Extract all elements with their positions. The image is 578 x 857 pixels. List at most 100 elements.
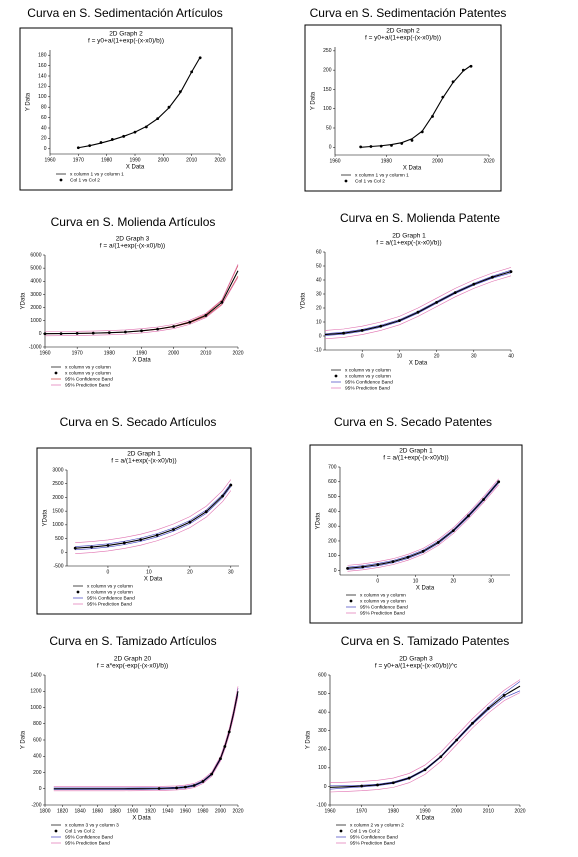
y-tick-label: 2000 bbox=[52, 495, 63, 501]
legend-label: Col 1 vs Col 2 bbox=[65, 828, 95, 834]
y-tick-label: 30 bbox=[316, 291, 322, 297]
x-tick-label: 10 bbox=[146, 569, 152, 575]
x-tick-label: 1970 bbox=[72, 350, 83, 356]
y-tick-label: 400 bbox=[33, 754, 42, 760]
legend-label: x column vs y column bbox=[360, 598, 406, 604]
x-tick-label: 1990 bbox=[419, 808, 430, 814]
data-point bbox=[204, 314, 208, 317]
data-point bbox=[219, 757, 222, 761]
data-point bbox=[502, 694, 506, 697]
panel-heading: Curva en S. Secado Patentes bbox=[334, 415, 492, 429]
data-point bbox=[376, 563, 380, 567]
panel-heading: Curva en S. Tamizado Patentes bbox=[341, 634, 510, 648]
y-tick-label: 300 bbox=[328, 524, 337, 530]
y-axis-label: Y Data bbox=[21, 730, 27, 749]
y-tick-label: 700 bbox=[328, 464, 337, 470]
graph-formula: f = a/(1+exp(-(x-x0)/b)) bbox=[376, 240, 441, 247]
y-tick-label: 6000 bbox=[30, 252, 41, 258]
panel-heading: Curva en S. Molienda Artículos bbox=[51, 215, 216, 229]
x-tick-label: 20 bbox=[451, 578, 457, 584]
graph-title: 2D Graph 3 bbox=[116, 236, 150, 243]
legend-symbol bbox=[59, 178, 63, 182]
band-upper bbox=[329, 679, 521, 784]
data-point bbox=[156, 327, 159, 331]
x-axis-label: X Data bbox=[144, 577, 163, 583]
band-upper bbox=[324, 267, 512, 331]
legend-symbol bbox=[344, 179, 348, 183]
data-point bbox=[124, 330, 127, 334]
data-point bbox=[471, 721, 474, 725]
legend-symbol bbox=[54, 829, 58, 833]
y-tick-label: 60 bbox=[316, 249, 322, 255]
x-tick-label: 1920 bbox=[145, 808, 156, 814]
x-axis-label: X Data bbox=[416, 816, 435, 822]
y-tick-label: 0 bbox=[39, 331, 42, 337]
data-point bbox=[398, 319, 401, 322]
y-tick-label: 0 bbox=[329, 145, 332, 151]
x-tick-label: 2000 bbox=[158, 157, 169, 163]
data-point bbox=[198, 56, 202, 60]
band-upper bbox=[347, 478, 499, 566]
curve bbox=[347, 482, 499, 570]
data-point bbox=[461, 68, 465, 72]
legend-label: Col 1 vs Col 2 bbox=[355, 178, 385, 184]
y-tick-label: 100 bbox=[323, 106, 332, 112]
y-tick-label: 400 bbox=[328, 509, 337, 515]
data-point bbox=[122, 541, 126, 545]
panel-heading: Curva en S. Sedimentación Artículos bbox=[27, 6, 222, 20]
x-tick-label: 30 bbox=[471, 353, 477, 359]
data-point bbox=[227, 730, 231, 734]
y-tick-label: 100 bbox=[318, 765, 327, 771]
data-point bbox=[155, 533, 159, 537]
x-tick-label: 30 bbox=[488, 578, 494, 584]
y-tick-label: 1000 bbox=[52, 522, 63, 528]
y-tick-label: 40 bbox=[41, 125, 47, 131]
curve bbox=[44, 275, 239, 335]
data-point bbox=[369, 145, 373, 148]
legend-symbol bbox=[334, 374, 338, 378]
data-point bbox=[192, 784, 196, 787]
curve bbox=[44, 277, 239, 337]
y-tick-label: 0 bbox=[44, 146, 47, 152]
y-tick-label: 120 bbox=[38, 84, 47, 90]
data-point bbox=[436, 541, 440, 544]
legend-label: x column vs y column bbox=[345, 373, 391, 379]
data-point bbox=[122, 134, 126, 138]
legend-label: 95% Prediction Band bbox=[87, 601, 132, 607]
legend-label: x column vs y column bbox=[345, 367, 391, 373]
y-tick-label: 100 bbox=[38, 94, 47, 100]
x-tick-label: 10 bbox=[413, 578, 419, 584]
legend-label: x column vs y column bbox=[87, 583, 133, 589]
x-tick-label: 1960 bbox=[324, 808, 335, 814]
x-tick-label: 2020 bbox=[232, 808, 243, 814]
data-point bbox=[491, 275, 494, 279]
curve bbox=[329, 692, 521, 793]
data-point bbox=[469, 64, 473, 68]
x-tick-label: 2000 bbox=[451, 808, 462, 814]
y-tick-label: 800 bbox=[33, 721, 42, 727]
data-point bbox=[190, 70, 194, 74]
data-point bbox=[486, 707, 490, 710]
graph-formula: f = a/(1+exp(-(x-x0)/b)) bbox=[383, 455, 448, 462]
data-point bbox=[361, 565, 365, 569]
y-tick-label: -500 bbox=[53, 563, 63, 569]
data-point bbox=[482, 498, 485, 501]
y-axis-label: Y Data bbox=[311, 91, 317, 110]
x-axis-label: X Data bbox=[132, 816, 151, 822]
legend-label: x column vs y column bbox=[65, 370, 111, 376]
legend-label: x column 3 vs y column 3 bbox=[65, 822, 119, 828]
data-point bbox=[210, 772, 214, 776]
data-point bbox=[221, 494, 225, 498]
data-point bbox=[431, 115, 434, 118]
y-tick-label: 500 bbox=[328, 494, 337, 500]
band-upper bbox=[44, 264, 239, 332]
legend-label: 95% Confidence Band bbox=[65, 376, 113, 382]
curve bbox=[324, 275, 512, 340]
graph-formula: f = a*exp(-exp(-(x-x0)/b)) bbox=[97, 663, 168, 670]
y-tick-label: 1200 bbox=[30, 689, 41, 695]
data-point bbox=[172, 325, 176, 328]
legend-label: 95% Prediction Band bbox=[360, 610, 405, 616]
y-axis-label: YData bbox=[21, 292, 27, 309]
